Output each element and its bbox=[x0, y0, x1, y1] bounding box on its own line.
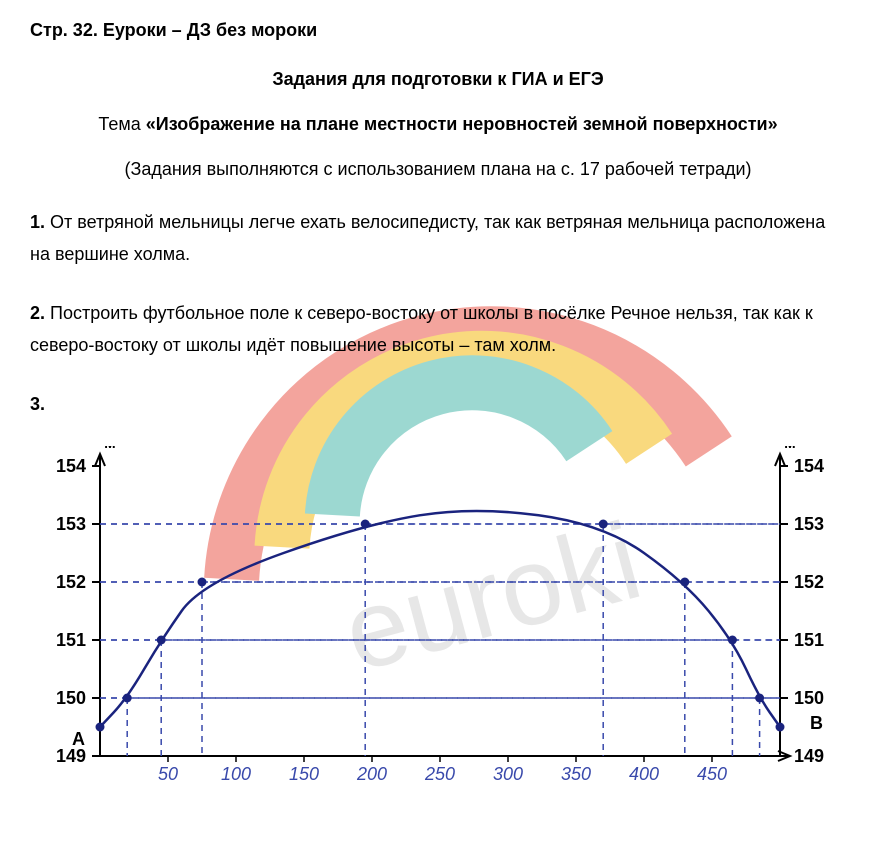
svg-text:151: 151 bbox=[56, 630, 86, 650]
svg-text:153: 153 bbox=[794, 514, 824, 534]
svg-text:151: 151 bbox=[794, 630, 824, 650]
svg-text:400: 400 bbox=[629, 764, 659, 784]
svg-text:152: 152 bbox=[56, 572, 86, 592]
svg-text:м: м bbox=[104, 446, 116, 452]
svg-text:м: м bbox=[784, 446, 796, 452]
chart-svg: 149 149 150 150 151 151 152 152 153 153 154 154 м м 50… bbox=[30, 446, 850, 796]
svg-text:450: 450 bbox=[697, 764, 727, 784]
task-3-num: 3. bbox=[30, 394, 45, 414]
svg-text:200: 200 bbox=[356, 764, 387, 784]
svg-text:50: 50 bbox=[158, 764, 178, 784]
elevation-profile-chart: 149 149 150 150 151 151 152 152 153 153 154 154 м м 50… bbox=[30, 446, 850, 806]
task-3: 3. bbox=[30, 388, 846, 420]
svg-text:А: А bbox=[72, 729, 85, 749]
svg-text:100: 100 bbox=[221, 764, 251, 784]
task-2-num: 2. bbox=[30, 303, 45, 323]
svg-text:149: 149 bbox=[794, 746, 824, 766]
svg-text:153: 153 bbox=[56, 514, 86, 534]
task-1-num: 1. bbox=[30, 212, 45, 232]
page-header: Стр. 32. Еуроки – ДЗ без мороки bbox=[30, 20, 846, 41]
task-1: 1. От ветряной мельницы легче ехать вело… bbox=[30, 206, 846, 271]
svg-text:В: В bbox=[810, 713, 823, 733]
task-2: 2. Построить футбольное поле к северо-во… bbox=[30, 297, 846, 362]
topic-line: Тема «Изображение на плане местности нер… bbox=[30, 114, 846, 135]
topic-label: Тема bbox=[98, 114, 145, 134]
svg-text:154: 154 bbox=[56, 456, 86, 476]
usage-note: (Задания выполняются с использованием пл… bbox=[60, 159, 816, 180]
svg-text:150: 150 bbox=[794, 688, 824, 708]
svg-text:152: 152 bbox=[794, 572, 824, 592]
svg-text:150: 150 bbox=[56, 688, 86, 708]
svg-text:149: 149 bbox=[56, 746, 86, 766]
svg-text:300: 300 bbox=[493, 764, 523, 784]
section-title: Задания для подготовки к ГИА и ЕГЭ bbox=[30, 69, 846, 90]
svg-text:150: 150 bbox=[289, 764, 319, 784]
svg-text:250: 250 bbox=[424, 764, 455, 784]
svg-text:350: 350 bbox=[561, 764, 591, 784]
svg-text:154: 154 bbox=[794, 456, 824, 476]
task-2-text: Построить футбольное поле к северо-восто… bbox=[30, 303, 813, 355]
topic-name: «Изображение на плане местности неровнос… bbox=[146, 114, 778, 134]
task-1-text: От ветряной мельницы легче ехать велосип… bbox=[30, 212, 825, 264]
